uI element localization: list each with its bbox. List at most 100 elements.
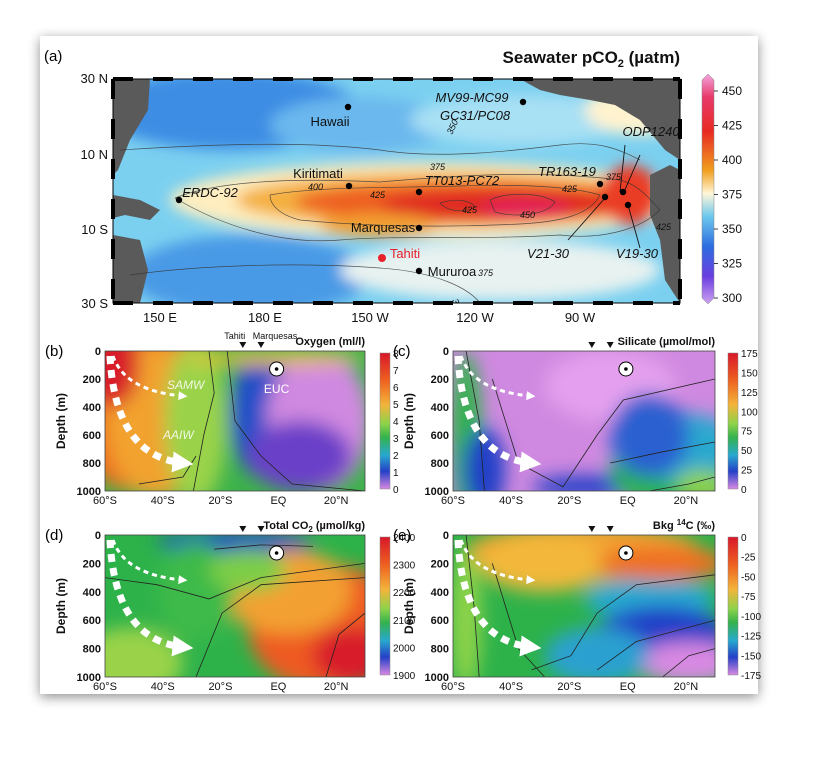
y-tick-d-0: 0 xyxy=(95,530,101,542)
panel-a-title-unit: (µatm) xyxy=(624,48,680,67)
lon-label-90w: 90 W xyxy=(565,310,596,325)
colorbar-d-tick-0: 2400 xyxy=(393,533,416,544)
panel-a-title: Seawater pCO2 (µatm) xyxy=(503,48,680,70)
colorbar-c-tick-5: 50 xyxy=(741,446,753,457)
x-tick-e-3: EQ xyxy=(620,681,636,693)
contour-label-425-c: 425 xyxy=(562,184,578,194)
lat-label-30s: 30 S xyxy=(81,296,108,311)
x-tick-d-2: 20°S xyxy=(208,681,232,693)
y-tick-d-400: 400 xyxy=(83,587,101,599)
contour-label-350-south: 350 xyxy=(450,297,465,315)
y-tick-d-1000: 1000 xyxy=(77,672,101,684)
site-marker-erdc-92 xyxy=(175,196,183,204)
colorbar-pco2: 450 425 400 375 350 325 300 xyxy=(701,73,742,305)
lon-label-150e: 150 E xyxy=(143,310,177,325)
y-tick-b-0: 0 xyxy=(95,346,101,358)
panel-a: (a) Seawater pCO2 (µatm) xyxy=(44,48,742,325)
x-tick-c-0: 60°S xyxy=(441,495,465,507)
colorbar-c: 175 150 125 100 75 50 25 0 xyxy=(727,349,758,496)
colorbar-d: 2400 2300 2200 2100 2000 1900 xyxy=(379,533,416,682)
station-marker-b-1 xyxy=(257,342,265,348)
site-marker-hawaii xyxy=(344,103,352,111)
site-marker-v21-30 xyxy=(601,193,609,201)
y-tick-b-1000: 1000 xyxy=(77,486,101,498)
panel-b: (b) 0 200 400 600 800 1000 Depth (m) 60°S 40°S 20°… xyxy=(45,336,399,507)
colorbar-c-tick-3: 100 xyxy=(741,407,758,418)
x-tick-c-2: 20°S xyxy=(557,495,581,507)
x-tick-d-1: 40°S xyxy=(151,681,175,693)
colorbar-c-tick-0: 175 xyxy=(741,349,758,360)
site-label-kiritimati: Kiritimati xyxy=(293,166,343,181)
station-marker-c-1 xyxy=(606,342,614,348)
panel-e-title: Bkg 14C (‰) xyxy=(653,518,715,532)
pco2-colorbar-tick-300: 300 xyxy=(722,291,742,305)
station-marker-c-0 xyxy=(588,342,596,348)
section-field-b xyxy=(105,351,365,491)
pco2-colorbar-tick-425: 425 xyxy=(722,119,742,133)
y-tick-e-400: 400 xyxy=(431,587,449,599)
panel-d-title: Total CO2 (µmol/kg) xyxy=(263,520,365,534)
flow-arrow-shallow xyxy=(111,539,188,585)
y-tick-e-0: 0 xyxy=(443,530,449,542)
pco2-colorbar-tick-375: 375 xyxy=(722,188,742,202)
site-label-tr163-19: TR163-19 xyxy=(538,164,596,179)
flow-arrow-shallow xyxy=(459,355,536,401)
y-tick-b-600: 600 xyxy=(83,430,101,442)
contour-label-375-south: 375 xyxy=(478,268,494,278)
contour-label-400: 400 xyxy=(308,182,323,192)
contour-label-375-east: 375 xyxy=(606,172,622,182)
x-tick-c-4: 20°N xyxy=(674,495,699,507)
site-label-tahiti: Tahiti xyxy=(390,246,420,261)
y-tick-d-200: 200 xyxy=(83,558,101,570)
colorbar-e-tick-7: -175 xyxy=(741,671,761,682)
y-tick-b-400: 400 xyxy=(83,402,101,414)
panel-d: (d) 0 200 400 600 800 1000 Depth (m) 60°S 40°S 20°… xyxy=(45,520,416,693)
pco2-map: 350 375 400 425 425 450 425 375 425 375 … xyxy=(113,79,680,315)
section-field-d xyxy=(105,535,365,677)
x-tick-b-1: 40°S xyxy=(151,495,175,507)
flow-arrow-deep xyxy=(454,539,542,657)
section-field-e xyxy=(453,535,715,677)
label-euc: EUC xyxy=(264,382,290,396)
x-tick-d-0: 60°S xyxy=(93,681,117,693)
colorbar-b-tick-6: 2 xyxy=(393,451,399,462)
lon-label-120w: 120 W xyxy=(456,310,494,325)
land-south-america xyxy=(650,165,680,303)
colorbar-c-tick-6: 25 xyxy=(741,466,753,477)
colorbar-e: 0 -25 -50 -75 -100 -125 -150 -175 xyxy=(727,533,761,682)
colorbar-e-tick-4: -100 xyxy=(741,612,761,623)
site-marker-odp1240 xyxy=(619,188,627,196)
site-label-v19-30: V19-30 xyxy=(616,246,659,261)
station-marker-e-0 xyxy=(588,526,596,532)
contour-label-450: 450 xyxy=(520,210,535,220)
site-marker-mv99-mc99 xyxy=(519,98,527,106)
lon-label-150w: 150 W xyxy=(351,310,389,325)
contour-label-425-b: 425 xyxy=(462,205,478,215)
contour-label-375-north: 375 xyxy=(430,162,446,172)
station-marker-e-1 xyxy=(606,526,614,532)
colorbar-b-tick-3: 5 xyxy=(393,400,399,411)
colorbar-c-tick-7: 0 xyxy=(741,485,747,496)
site-marker-tr163-19 xyxy=(596,180,604,188)
colorbar-e-tick-3: -75 xyxy=(741,592,756,603)
y-axis-label-b: Depth (m) xyxy=(54,393,68,449)
y-tick-c-800: 800 xyxy=(431,458,449,470)
panel-e-tag: (e) xyxy=(393,527,411,544)
land-north-america xyxy=(520,79,680,160)
y-tick-b-200: 200 xyxy=(83,374,101,386)
x-tick-b-4: 20°N xyxy=(324,495,349,507)
site-marker-kiritimati xyxy=(345,182,353,190)
station-marker-b-0 xyxy=(239,342,247,348)
site-label-tt013-pc72: TT013-PC72 xyxy=(425,173,500,188)
x-tick-e-2: 20°S xyxy=(557,681,581,693)
colorbar-d-tick-4: 2000 xyxy=(393,643,416,654)
x-tick-b-0: 60°S xyxy=(93,495,117,507)
site-label-gc31-pc08: GC31/PC08 xyxy=(440,108,511,123)
colorbar-b-tick-1: 7 xyxy=(393,366,399,377)
y-axis-label-c: Depth (m) xyxy=(402,393,416,449)
y-tick-c-400: 400 xyxy=(431,402,449,414)
station-marker-d-0 xyxy=(239,526,247,532)
x-tick-c-1: 40°S xyxy=(499,495,523,507)
colorbar-e-tick-6: -150 xyxy=(741,651,761,662)
